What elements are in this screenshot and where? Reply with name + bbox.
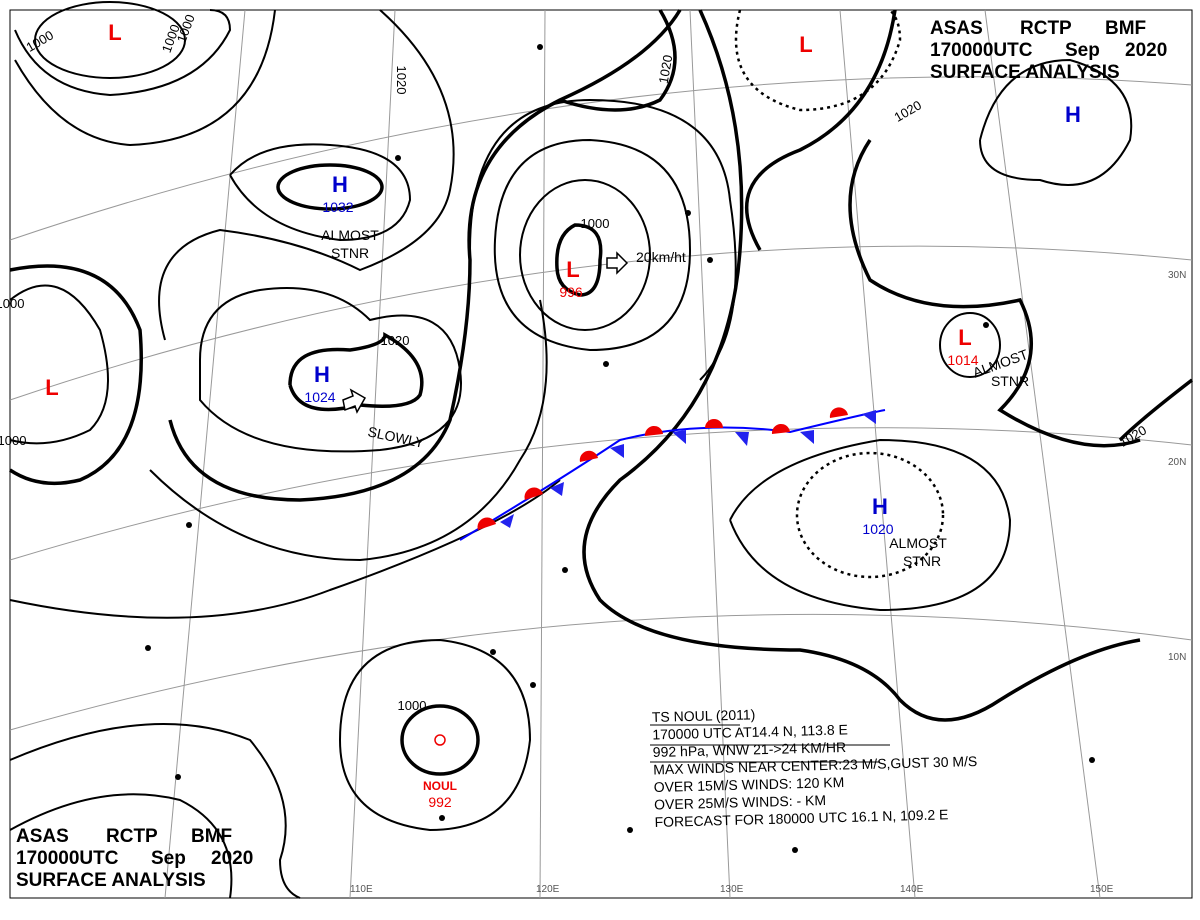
motion-arrows: [342, 251, 629, 414]
storm-symbol: [434, 734, 446, 746]
header-agency: ASAS: [16, 826, 69, 847]
annotation-speed: 20km/ht: [636, 249, 686, 265]
center-pressure: 1020: [862, 521, 893, 537]
storm-underlines: [650, 724, 890, 763]
storm-info: OVER 25M/S WINDS: - KM: [654, 792, 826, 812]
center-symbol: L: [45, 375, 58, 400]
center-symbol: H: [314, 362, 330, 387]
center-pressure: 996: [559, 284, 583, 300]
header-code: BMF: [1105, 18, 1146, 39]
header-center: RCTP: [106, 826, 158, 847]
header-time: 170000UTC: [930, 40, 1033, 61]
latitude-label: 30N: [1168, 270, 1186, 281]
longitude-label: 140E: [900, 884, 924, 895]
front: [459, 407, 886, 541]
longitude-label: 130E: [720, 884, 744, 895]
storm-info: 170000 UTC AT14.4 N, 113.8 E: [652, 721, 848, 742]
isobar-label: 1020: [656, 54, 676, 85]
annotation-stnr: STNR: [991, 373, 1029, 389]
isobar-label: 1000: [0, 296, 24, 311]
center-pressure: 1032: [322, 199, 353, 215]
header-agency: ASAS: [930, 18, 983, 39]
center-pressure: 1024: [304, 389, 335, 405]
longitude-label: 110E: [350, 884, 373, 895]
latitude-label: 20N: [1168, 457, 1186, 468]
header-title: SURFACE ANALYSIS: [16, 870, 206, 891]
header-code: BMF: [191, 826, 232, 847]
center-pressure: 1014: [947, 352, 978, 368]
stations: [145, 44, 1095, 853]
isobar-label: 1000: [398, 698, 427, 713]
isobar-label: 1000: [581, 216, 610, 231]
isobar-label: 1000: [0, 433, 26, 448]
header-center: RCTP: [1020, 18, 1072, 39]
header-month: Sep: [151, 848, 186, 869]
header-month: Sep: [1065, 40, 1100, 61]
storm-info: FORECAST FOR 180000 UTC 16.1 N, 109.2 E: [654, 806, 948, 830]
storm-info: 992 hPa, WNW 21->24 KM/HR: [653, 739, 847, 760]
header-title: SURFACE ANALYSIS: [930, 62, 1120, 83]
isobar-label: 1020: [381, 333, 410, 348]
center-symbol: L: [108, 20, 121, 45]
header-time: 170000UTC: [16, 848, 119, 869]
isobar-label: 1020: [394, 66, 409, 95]
center-symbol: NOUL: [423, 779, 457, 793]
center-pressure: 992: [428, 794, 452, 810]
isobars: [9, 1, 1194, 899]
storm-info: OVER 15M/S WINDS: 120 KM: [653, 774, 844, 795]
center-symbol: H: [1065, 102, 1081, 127]
center-symbol: H: [332, 172, 348, 197]
center-symbol: H: [872, 494, 888, 519]
annotation-stnr: STNR: [331, 245, 369, 261]
center-symbol: L: [566, 257, 579, 282]
storm-info: TS NOUL (2011): [652, 706, 756, 725]
annotation-almost: ALMOST: [889, 535, 947, 551]
header-year: 2020: [211, 848, 253, 869]
center-symbol: L: [958, 325, 971, 350]
center-symbol: L: [799, 32, 812, 57]
map-frame: [9, 9, 1193, 899]
latitude-label: 10N: [1168, 652, 1186, 663]
longitude-label: 120E: [536, 884, 560, 895]
annotation-stnr: STNR: [903, 553, 941, 569]
annotation-almost: ALMOST: [321, 227, 379, 243]
header-year: 2020: [1125, 40, 1167, 61]
longitude-label: 150E: [1090, 884, 1114, 895]
